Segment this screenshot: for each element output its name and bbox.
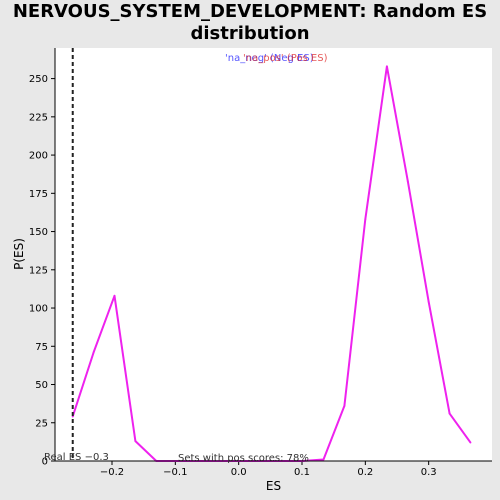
es-data-point xyxy=(427,301,430,303)
x-tick-label: 0.2 xyxy=(357,467,373,478)
y-tick-label: 25 xyxy=(35,418,48,429)
es-data-point xyxy=(71,415,74,418)
x-tick-label: 0.1 xyxy=(294,467,310,478)
es-data-point xyxy=(322,458,325,461)
x-axis-title: ES xyxy=(266,479,281,493)
y-tick-label: 125 xyxy=(29,265,48,276)
y-tick-label: 225 xyxy=(29,112,48,123)
legend-pos-label: 'na_pos' (Pos ES) xyxy=(243,53,328,64)
x-tick-label: −0.1 xyxy=(163,467,187,478)
y-tick-label: 200 xyxy=(29,151,48,162)
y-tick-label: 50 xyxy=(35,380,48,391)
es-data-point xyxy=(448,412,451,415)
es-data-point xyxy=(134,440,137,443)
plot-area xyxy=(55,48,492,461)
es-data-point xyxy=(469,441,472,444)
es-data-point xyxy=(385,65,388,68)
y-tick-label: 100 xyxy=(29,304,48,315)
chart-title: NERVOUS_SYSTEM_DEVELOPMENT: Random ES di… xyxy=(12,1,488,44)
observed-es-label: Real ES −0.3 xyxy=(44,452,109,463)
x-tick-label: −0.2 xyxy=(100,467,124,478)
pos-score-annotation: Sets with pos scores: 78% xyxy=(178,453,309,464)
y-tick-label: 0 xyxy=(42,457,48,468)
y-axis-title: P(ES) xyxy=(12,238,26,270)
x-tick-label: 0.0 xyxy=(231,467,247,478)
es-data-point xyxy=(113,294,116,297)
y-tick-label: 175 xyxy=(29,189,48,200)
es-data-point xyxy=(343,405,346,407)
es-data-point xyxy=(406,180,409,182)
es-data-point xyxy=(92,351,95,354)
x-tick-label: 0.3 xyxy=(421,467,437,478)
y-tick-label: 250 xyxy=(29,74,48,85)
y-tick-label: 75 xyxy=(35,342,48,353)
legend-neg-label: 'na_neg' (Neg ES) xyxy=(225,53,314,64)
y-tick-label: 150 xyxy=(29,227,48,238)
es-data-point xyxy=(364,218,367,221)
